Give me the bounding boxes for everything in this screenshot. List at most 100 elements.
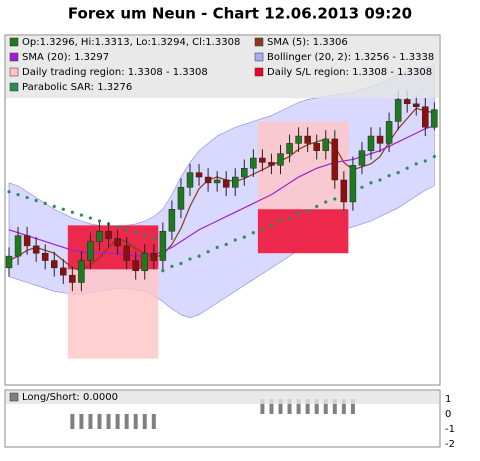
candle-body bbox=[367, 135, 375, 151]
candle-body bbox=[385, 121, 393, 144]
candle-body bbox=[204, 176, 212, 184]
sar-dot bbox=[297, 212, 301, 216]
candle-body bbox=[259, 157, 266, 163]
candle-body bbox=[213, 179, 221, 184]
bar bbox=[97, 414, 102, 429]
sar-dot bbox=[360, 185, 364, 189]
sar-dot bbox=[125, 228, 129, 232]
candle-body bbox=[413, 103, 420, 108]
sar-dot bbox=[278, 219, 283, 223]
bar bbox=[88, 414, 93, 429]
candle-body bbox=[96, 230, 103, 242]
sar-dot bbox=[215, 245, 219, 249]
sar-dot bbox=[396, 171, 400, 175]
legend-swatch bbox=[9, 392, 19, 402]
bar bbox=[79, 414, 84, 429]
sar-dot bbox=[260, 228, 264, 232]
sar-dot bbox=[224, 242, 228, 247]
candle-body bbox=[51, 260, 58, 269]
y-tick-label: -1 bbox=[445, 424, 455, 435]
legend-label: Parabolic SAR: 1.3276 bbox=[22, 82, 132, 93]
sar-dot bbox=[315, 204, 319, 208]
sar-dot bbox=[61, 207, 65, 211]
candle-body bbox=[141, 252, 148, 272]
candle-body bbox=[105, 230, 112, 239]
sar-dot bbox=[387, 173, 391, 178]
region bbox=[257, 209, 349, 254]
candle-body bbox=[114, 238, 121, 247]
bar bbox=[350, 399, 355, 414]
sar-dot bbox=[97, 219, 102, 223]
y-tick-label: -2 bbox=[445, 439, 455, 450]
legend-label: SMA (20): 1.3297 bbox=[22, 52, 109, 63]
legend-swatch bbox=[254, 67, 264, 77]
legend-label: Daily S/L region: 1.3308 - 1.3308 bbox=[267, 67, 432, 78]
sar-dot bbox=[161, 269, 165, 273]
candle-body bbox=[78, 260, 85, 283]
sar-dot bbox=[423, 159, 427, 163]
sar-dot bbox=[414, 162, 418, 166]
sar-dot bbox=[287, 216, 292, 220]
sar-dot bbox=[369, 181, 373, 185]
bar bbox=[133, 414, 138, 429]
candle-body bbox=[159, 230, 167, 261]
candle-body bbox=[277, 153, 284, 166]
sar-dot bbox=[188, 257, 192, 261]
candle-body bbox=[295, 135, 302, 144]
candle-body bbox=[286, 143, 293, 154]
sar-dot bbox=[333, 197, 337, 201]
sar-dot bbox=[16, 193, 20, 197]
sar-dot bbox=[206, 250, 210, 254]
candle-body bbox=[69, 274, 76, 283]
bar bbox=[296, 399, 301, 414]
y-tick-label: 0 bbox=[445, 409, 451, 420]
candle-body bbox=[241, 168, 248, 178]
sar-dot bbox=[405, 166, 409, 170]
sar-dot bbox=[378, 178, 382, 182]
legend-label: Long/Short: 0.0000 bbox=[22, 392, 118, 403]
sar-dot bbox=[170, 264, 174, 268]
bar bbox=[341, 399, 346, 414]
sar-dot bbox=[25, 195, 29, 200]
candle-body bbox=[132, 260, 139, 272]
legend-label: SMA (5): 1.3306 bbox=[267, 37, 348, 48]
candle-body bbox=[5, 255, 13, 269]
sar-dot bbox=[432, 154, 436, 159]
bar bbox=[314, 399, 319, 414]
candle-body bbox=[422, 106, 429, 128]
sar-dot bbox=[324, 200, 328, 204]
candle-body bbox=[168, 209, 176, 232]
sar-dot bbox=[197, 254, 201, 258]
candle-body bbox=[41, 252, 49, 261]
legend-swatch bbox=[254, 37, 264, 47]
legend-swatch bbox=[254, 52, 264, 62]
candle-body bbox=[322, 138, 329, 151]
chart-title: Forex um Neun - Chart 12.06.2013 09:20 bbox=[68, 5, 412, 23]
legend-label: Op:1.3296, Hi:1.3313, Lo:1.3294, Cl:1.33… bbox=[22, 37, 240, 48]
candle-body bbox=[376, 135, 384, 144]
legend-swatch bbox=[9, 82, 19, 92]
candle-body bbox=[222, 179, 230, 188]
candle-body bbox=[195, 172, 203, 178]
sar-dot bbox=[179, 261, 183, 266]
candle-body bbox=[123, 245, 130, 261]
sar-dot bbox=[134, 231, 138, 235]
candle-body bbox=[304, 135, 311, 144]
candle-body bbox=[349, 165, 357, 203]
sar-dot bbox=[233, 238, 237, 242]
legend-box bbox=[6, 391, 439, 404]
candle-body bbox=[431, 109, 438, 128]
candle-body bbox=[177, 187, 185, 210]
sar-dot bbox=[152, 236, 156, 241]
legend-swatch bbox=[9, 52, 19, 62]
bar bbox=[151, 414, 156, 429]
candle-body bbox=[340, 179, 348, 203]
candle-body bbox=[87, 241, 94, 261]
sar-dot bbox=[88, 216, 93, 220]
candle-body bbox=[268, 162, 275, 166]
candle-body bbox=[358, 150, 366, 166]
sar-dot bbox=[34, 198, 38, 203]
bar bbox=[70, 414, 75, 429]
sar-dot bbox=[43, 201, 47, 206]
bar bbox=[124, 414, 129, 429]
